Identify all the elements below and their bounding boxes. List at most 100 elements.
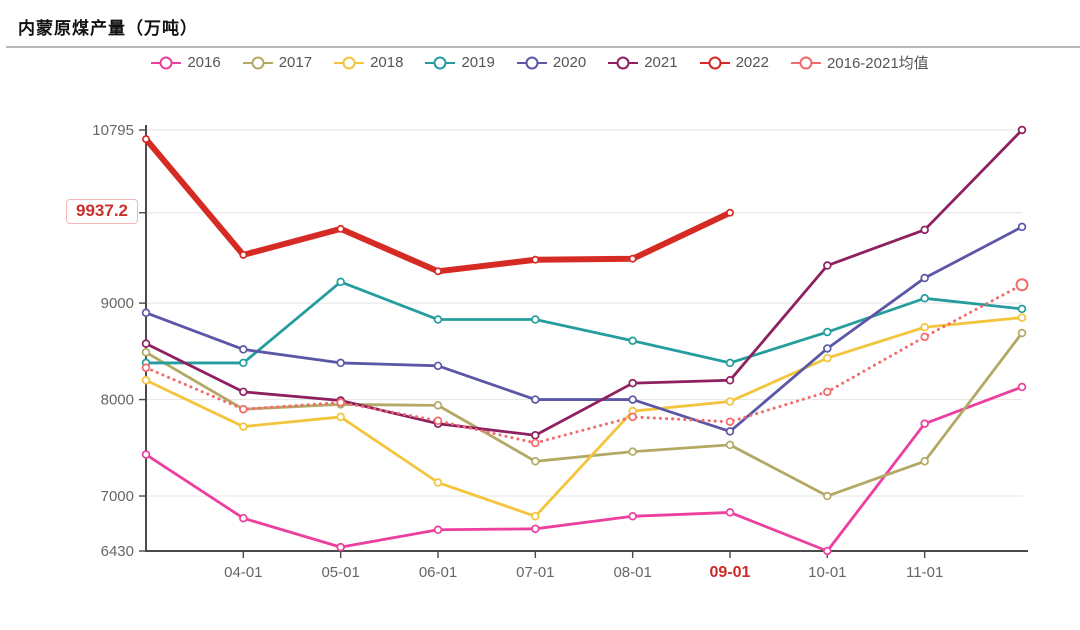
- legend-label: 2020: [552, 54, 587, 71]
- legend-label: 2022: [735, 54, 769, 71]
- series-line-2020: [144, 225, 1024, 433]
- data-point-2020: [628, 395, 637, 404]
- page-title: 内蒙原煤产量（万吨）: [18, 19, 198, 38]
- data-point-2020: [920, 273, 929, 283]
- data-point-2016-2021均值: [628, 412, 637, 422]
- data-point-2018: [336, 412, 345, 422]
- legend-item-2017[interactable]: 2017: [242, 54, 312, 71]
- data-point-2019: [239, 358, 248, 368]
- x-tick-label: 06-01: [419, 564, 457, 581]
- series-line-2022: [143, 136, 733, 275]
- data-point-2019: [336, 277, 345, 287]
- data-point-2018: [531, 512, 540, 521]
- data-point-2018: [725, 397, 735, 406]
- data-point-2017: [823, 491, 832, 501]
- x-tick-label: 04-01: [224, 564, 262, 581]
- data-point-2018: [823, 353, 832, 363]
- data-point-2016: [628, 512, 637, 521]
- data-point-2018: [433, 478, 443, 487]
- legend-marker-icon: [425, 56, 456, 69]
- data-point-2016: [725, 508, 735, 517]
- y-tick-label: 6430: [101, 543, 134, 560]
- legend-label: 2018: [370, 54, 404, 71]
- legend: 2016 2017 2018 2019 2020 2021 2022 2016-2021均值: [0, 52, 1080, 73]
- legend-item-2020[interactable]: 2020: [516, 54, 587, 71]
- series-line-2018: [144, 316, 1024, 518]
- data-point-2016: [141, 450, 151, 459]
- data-point-2020: [336, 358, 345, 368]
- data-point-2017: [531, 457, 540, 466]
- data-point-2021: [531, 431, 540, 440]
- series-line-2021: [144, 128, 1024, 437]
- data-point-2021: [725, 376, 735, 385]
- data-point-2016: [1017, 382, 1027, 392]
- data-point-2016: [336, 542, 345, 552]
- legend-item-2022[interactable]: 2022: [699, 54, 769, 71]
- legend-marker-icon: [151, 56, 182, 69]
- data-point-2016-2021均值: [141, 363, 151, 372]
- data-point-2016: [920, 419, 929, 428]
- x-tick-label: 07-01: [516, 564, 554, 581]
- legend-marker-icon: [516, 56, 547, 69]
- data-point-2016: [239, 513, 248, 523]
- data-point-2021: [1017, 125, 1027, 135]
- data-point-2020: [725, 427, 735, 436]
- data-point-2019: [1017, 304, 1027, 314]
- data-point-2018: [239, 422, 248, 431]
- x-tick-label: 11-01: [906, 564, 943, 581]
- data-point-2022: [434, 267, 442, 276]
- data-point-2021: [628, 378, 637, 388]
- data-point-2020: [433, 361, 443, 371]
- data-point-2021: [141, 339, 151, 348]
- legend-item-2021[interactable]: 2021: [608, 54, 678, 71]
- data-point-2021: [823, 261, 832, 270]
- x-tick-label: 05-01: [321, 564, 359, 581]
- legend-item-2016[interactable]: 2016: [151, 54, 221, 71]
- data-point-2019: [628, 336, 637, 345]
- data-point-2016-2021均值: [239, 404, 248, 414]
- data-point-2019: [531, 315, 540, 324]
- data-point-2022: [142, 135, 150, 144]
- x-tick-label-current: 09-01: [710, 564, 751, 581]
- legend-label: 2019: [461, 54, 495, 71]
- data-point-2020: [531, 395, 540, 404]
- data-point-2019: [433, 315, 443, 324]
- data-point-2017: [1017, 328, 1027, 338]
- data-point-2017: [920, 457, 929, 466]
- y-tick-label: 7000: [101, 488, 134, 505]
- data-point-2018: [141, 376, 151, 385]
- legend-label: 2016: [187, 54, 221, 71]
- data-point-2018: [1017, 313, 1027, 322]
- data-point-2020: [1017, 222, 1027, 232]
- legend-item-2019[interactable]: 2019: [425, 54, 495, 71]
- data-point-2019: [823, 327, 832, 337]
- data-point-2018: [920, 322, 929, 332]
- legend-label: 2016-2021均值: [826, 55, 929, 72]
- data-point-2017: [628, 447, 637, 456]
- series-line-2016: [144, 385, 1024, 553]
- y-tick-label: 9000: [101, 295, 134, 312]
- data-point-2016: [433, 525, 443, 535]
- data-point-2016-2021均值: [531, 438, 540, 448]
- data-point-2022: [239, 250, 248, 259]
- data-point-2022: [726, 208, 734, 217]
- legend-marker-icon: [699, 56, 730, 69]
- data-point-2021: [920, 225, 929, 235]
- legend-marker-icon: [334, 56, 365, 69]
- data-point-2016-2021均值: [1015, 278, 1029, 292]
- data-point-2016-2021均值: [823, 387, 832, 397]
- x-tick-label: 08-01: [613, 564, 651, 581]
- legend-marker-icon: [242, 56, 273, 69]
- data-point-2021: [239, 387, 248, 397]
- y-tick-label: 8000: [101, 392, 134, 409]
- data-point-2022: [531, 255, 540, 264]
- legend-item-2018[interactable]: 2018: [334, 54, 403, 71]
- data-point-2016-2021均值: [725, 417, 735, 427]
- data-point-2019: [920, 294, 929, 303]
- series-line-2017: [144, 331, 1024, 498]
- data-point-2016-2021均值: [433, 416, 443, 426]
- data-point-2020: [239, 345, 248, 354]
- legend-item-2016-2021均值[interactable]: 2016-2021均值: [790, 52, 929, 73]
